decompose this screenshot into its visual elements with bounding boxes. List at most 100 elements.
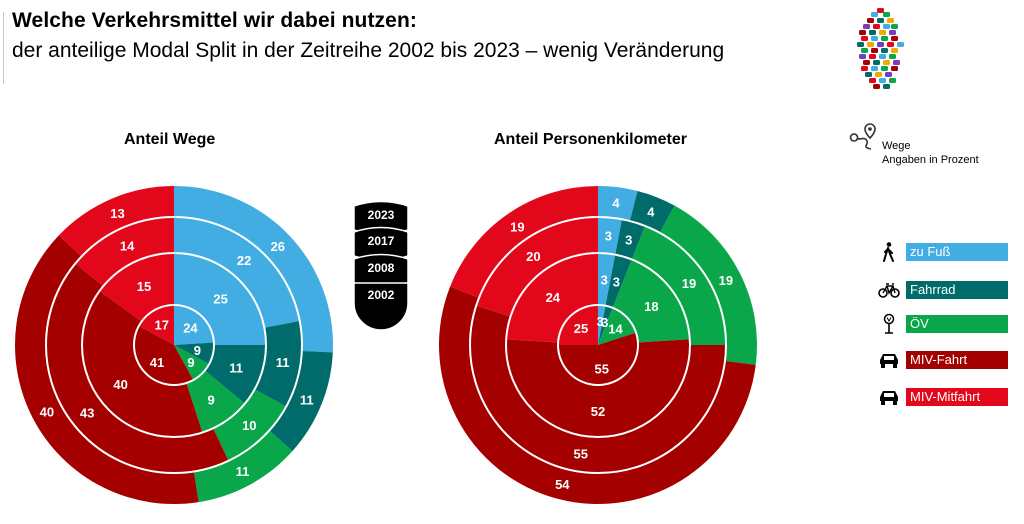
logo-mark: [891, 36, 898, 41]
ring-separator-2: [81, 252, 267, 438]
pie-label-2002-fahrrad: 3: [601, 315, 608, 330]
title-accent-line: [3, 12, 4, 84]
pie-label-2017-miv-fahrt: 55: [574, 447, 588, 462]
pie-label-2002-oev: 9: [187, 355, 194, 370]
ring-separator-1: [133, 304, 215, 386]
pie-slice-2008-zu-fuss: [598, 253, 616, 306]
pie-slice-2008-miv-mitfahrt: [99, 253, 174, 322]
logo-mark: [897, 42, 904, 47]
pie-slice-2023-miv-fahrt: [15, 235, 199, 505]
pie-label-2023-oev: 19: [719, 273, 733, 288]
pie-slice-2023-zu-fuss: [598, 186, 638, 222]
pie-slice-2017-zu-fuss: [174, 217, 300, 328]
logo-mark: [873, 24, 880, 29]
pie-label-2002-miv-mitfahrt: 25: [574, 321, 588, 336]
pie-label-2008-oev: 18: [644, 299, 658, 314]
route-pin-icon: [849, 123, 876, 150]
logo-mark: [879, 54, 886, 59]
pie-label-2023-miv-fahrt: 40: [40, 405, 54, 420]
logo-mark: [893, 60, 900, 65]
pie-label-2023-fahrrad: 4: [647, 205, 655, 220]
note-line-unit: Angaben in Prozent: [882, 154, 979, 166]
pie-slice-2017-zu-fuss: [598, 217, 622, 255]
pie-slice-2023-fahrrad: [269, 350, 333, 452]
pie-slice-2002-zu-fuss: [174, 305, 214, 345]
pie-label-2002-zu-fuss: 24: [183, 321, 198, 336]
chart-title-wege: Anteil Wege: [124, 131, 216, 148]
logo-mark: [867, 18, 874, 23]
pie-slice-2008-oev: [612, 259, 690, 343]
logo-mark: [871, 48, 878, 53]
pie-label-2008-fahrrad: 11: [229, 360, 243, 375]
pie-slice-2002-miv-fahrt: [558, 332, 638, 385]
car-icon: [880, 391, 898, 405]
logo-mark: [877, 8, 884, 13]
pie-label-2008-zu-fuss: 25: [213, 291, 227, 306]
pie-slice-2017-miv-mitfahrt: [476, 217, 598, 317]
logo-mark: [859, 30, 866, 35]
pie-label-2002-fahrrad: 9: [194, 343, 201, 358]
logo-mark: [883, 60, 890, 65]
legend-label-fahrrad: Fahrrad: [910, 282, 956, 297]
pie-slice-2008-miv-mitfahrt: [506, 253, 598, 343]
logo-mark: [869, 78, 876, 83]
pie-slice-2023-miv-fahrt: [438, 286, 756, 504]
car-icon: [880, 354, 898, 368]
legend-label-oev: ÖV: [910, 316, 929, 331]
year-label-2023: 2023: [368, 208, 395, 222]
pie-label-2008-miv-mitfahrt: 24: [546, 290, 561, 305]
pie-label-2008-oev: 9: [207, 393, 214, 408]
logo-mark: [873, 84, 880, 89]
logo-mark: [881, 36, 888, 41]
ring-separator-1: [557, 304, 639, 386]
logo-mark: [861, 36, 868, 41]
pie-slice-2002-fahrrad: [598, 305, 613, 345]
year-label-2008: 2008: [368, 261, 395, 275]
pie-label-2002-miv-mitfahrt: 17: [155, 317, 169, 332]
logo-mark: [879, 30, 886, 35]
pie-label-2017-fahrrad: 3: [625, 232, 632, 247]
logo-mark: [857, 42, 864, 47]
units-note: Wege Angaben in Prozent: [882, 139, 979, 167]
pie-label-2008-miv-fahrt: 52: [591, 404, 605, 419]
chart-title-personenkilometer: Anteil Personenkilometer: [494, 131, 687, 148]
pie-label-2023-zu-fuss: 4: [612, 196, 620, 211]
logo-mark: [875, 72, 882, 77]
germany-mobility-logo: [857, 8, 904, 89]
pie-slice-2008-miv-fahrt: [506, 339, 691, 437]
pie-slice-2017-oev: [213, 389, 287, 461]
pie-label-2023-miv-mitfahrt: 19: [510, 219, 524, 234]
pie-slice-2008-miv-fahrt: [82, 290, 203, 437]
logo-mark: [891, 66, 898, 71]
logo-mark: [863, 24, 870, 29]
pie-slice-2008-fahrrad: [204, 345, 267, 404]
legend-swatch-miv-fahrt: MIV-Fahrt: [906, 351, 1008, 369]
pie-label-2023-fahrrad: 11: [300, 392, 314, 407]
logo-mark: [863, 60, 870, 65]
logo-mark: [879, 78, 886, 83]
logo-mark: [865, 72, 872, 77]
logo-mark: [881, 48, 888, 53]
pie-slice-2023-miv-mitfahrt: [58, 186, 174, 257]
pie-slice-2002-zu-fuss: [598, 305, 606, 345]
pie-label-2002-miv-fahrt: 55: [595, 362, 609, 377]
pie-slice-2002-fahrrad: [174, 342, 214, 365]
pie-slice-2002-oev: [174, 345, 210, 381]
ring-separator-2: [505, 252, 691, 438]
pie-slice-2008-zu-fuss: [174, 253, 266, 345]
pie-label-2017-miv-mitfahrt: 20: [526, 249, 540, 264]
logo-mark: [883, 12, 890, 17]
logo-mark: [871, 66, 878, 71]
logo-mark: [861, 48, 868, 53]
year-badge-2002: [353, 282, 409, 331]
pie-slice-2017-miv-fahrt: [470, 305, 726, 473]
logo-mark: [891, 48, 898, 53]
page-title: Welche Verkehrsmittel wir dabei nutzen:: [12, 9, 417, 32]
pie-label-2008-miv-fahrt: 40: [113, 377, 127, 392]
pie-label-2002-oev: 14: [608, 322, 623, 337]
year-label-2002: 2002: [368, 288, 395, 302]
legend-swatch-fahrrad: Fahrrad: [906, 281, 1008, 299]
logo-mark: [859, 54, 866, 59]
